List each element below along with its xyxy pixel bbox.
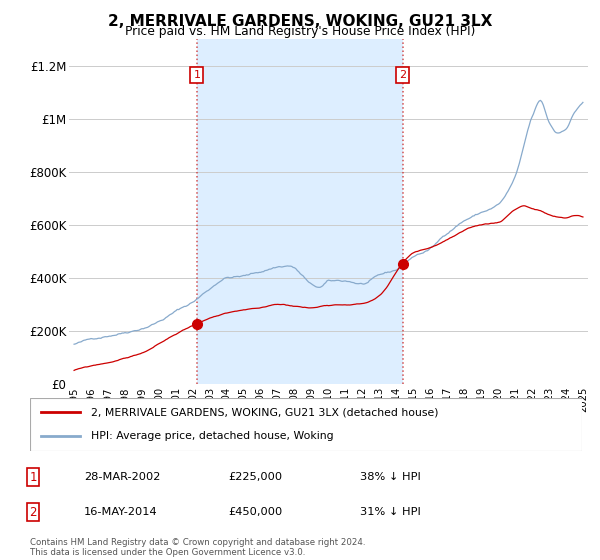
Text: 1: 1 xyxy=(193,71,200,81)
Bar xyxy=(197,39,403,384)
Text: HPI: Average price, detached house, Woking: HPI: Average price, detached house, Woki… xyxy=(91,431,334,441)
Text: Contains HM Land Registry data © Crown copyright and database right 2024.
This d: Contains HM Land Registry data © Crown c… xyxy=(30,538,365,557)
Text: 38% ↓ HPI: 38% ↓ HPI xyxy=(360,472,421,482)
Text: Price paid vs. HM Land Registry's House Price Index (HPI): Price paid vs. HM Land Registry's House … xyxy=(125,25,475,38)
Text: 31% ↓ HPI: 31% ↓ HPI xyxy=(360,507,421,517)
Text: 2, MERRIVALE GARDENS, WOKING, GU21 3LX (detached house): 2, MERRIVALE GARDENS, WOKING, GU21 3LX (… xyxy=(91,408,438,418)
Text: £225,000: £225,000 xyxy=(228,472,282,482)
Text: 1: 1 xyxy=(29,470,37,484)
Text: 16-MAY-2014: 16-MAY-2014 xyxy=(84,507,158,517)
Text: 2: 2 xyxy=(29,506,37,519)
Text: 28-MAR-2002: 28-MAR-2002 xyxy=(84,472,160,482)
Text: £450,000: £450,000 xyxy=(228,507,282,517)
Text: 2: 2 xyxy=(399,71,406,81)
FancyBboxPatch shape xyxy=(30,398,582,451)
Text: 2, MERRIVALE GARDENS, WOKING, GU21 3LX: 2, MERRIVALE GARDENS, WOKING, GU21 3LX xyxy=(108,14,492,29)
